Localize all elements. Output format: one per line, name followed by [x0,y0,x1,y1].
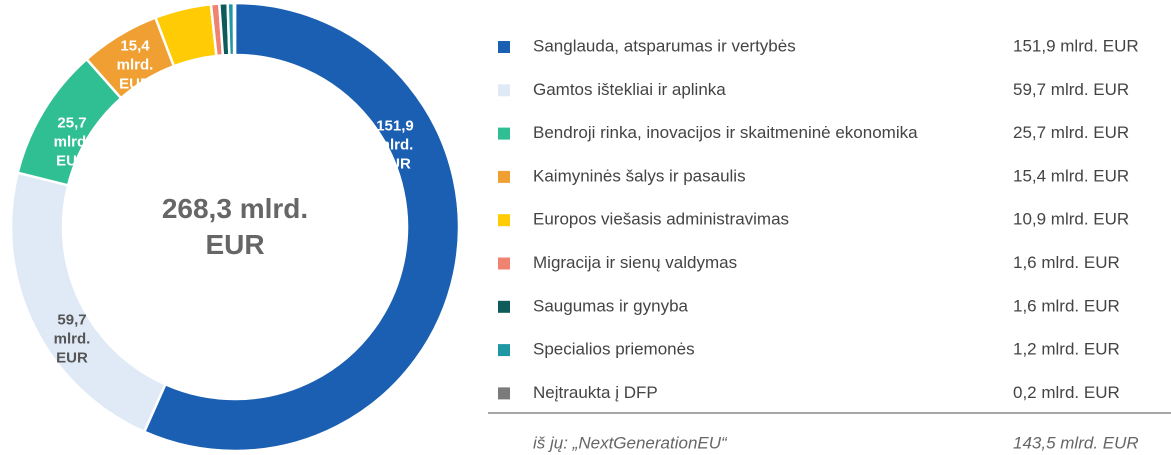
donut-slice [142,1,461,453]
legend-value: 15,4 mlrd. EUR [1013,166,1129,185]
legend-label: Gamtos ištekliai ir aplinka [533,80,726,99]
donut-slice [232,1,237,57]
legend-value: 10,9 mlrd. EUR [1013,210,1129,229]
legend-value: 151,9 mlrd. EUR [1013,36,1139,55]
legend-value: 25,7 mlrd. EUR [1013,123,1129,142]
footnote-label: iš jų: „NextGenerationEU“ [533,433,728,452]
legend-value: 59,7 mlrd. EUR [1013,80,1129,99]
legend-swatch [498,387,510,400]
slice-label: 15,4 mlrd. EUR [116,37,154,93]
legend-swatch [498,41,510,53]
legend-value: 1,6 mlrd. EUR [1013,253,1120,272]
legend-label: Neįtraukta į DFP [533,383,658,402]
legend-label: Migracija ir sienų valdymas [533,253,737,272]
footnote-value: 143,5 mlrd. EUR [1013,433,1139,452]
legend-swatch [498,214,510,227]
legend-value: 0,2 mlrd. EUR [1013,383,1120,402]
legend-label: Bendroji rinka, inovacijos ir skaitmenin… [533,123,918,142]
legend-swatch [498,170,510,183]
legend-swatch [498,257,510,270]
legend-swatch [498,344,510,357]
legend-value: 1,2 mlrd. EUR [1013,340,1120,359]
legend-value: 1,6 mlrd. EUR [1013,296,1120,315]
legend-label: Kaimyninės šalys ir pasaulis [533,166,746,185]
legend-swatch [498,127,510,140]
legend-label: Sanglauda, atsparumas ir vertybės [533,36,796,55]
legend-label: Specialios priemonės [533,340,695,359]
legend-label: Europos viešasis administravimas [533,210,789,229]
legend-swatch [498,300,510,313]
legend-label: Saugumas ir gynyba [533,296,689,315]
slice-label: 59,7 mlrd. EUR [53,311,91,367]
center-label: 268,3 mlrd. EUR [161,193,309,260]
slice-label: 25,7 mlrd. EUR [53,114,91,170]
slice-label: 151,9 mlrd. EUR [376,117,414,173]
legend-swatch [498,84,510,97]
